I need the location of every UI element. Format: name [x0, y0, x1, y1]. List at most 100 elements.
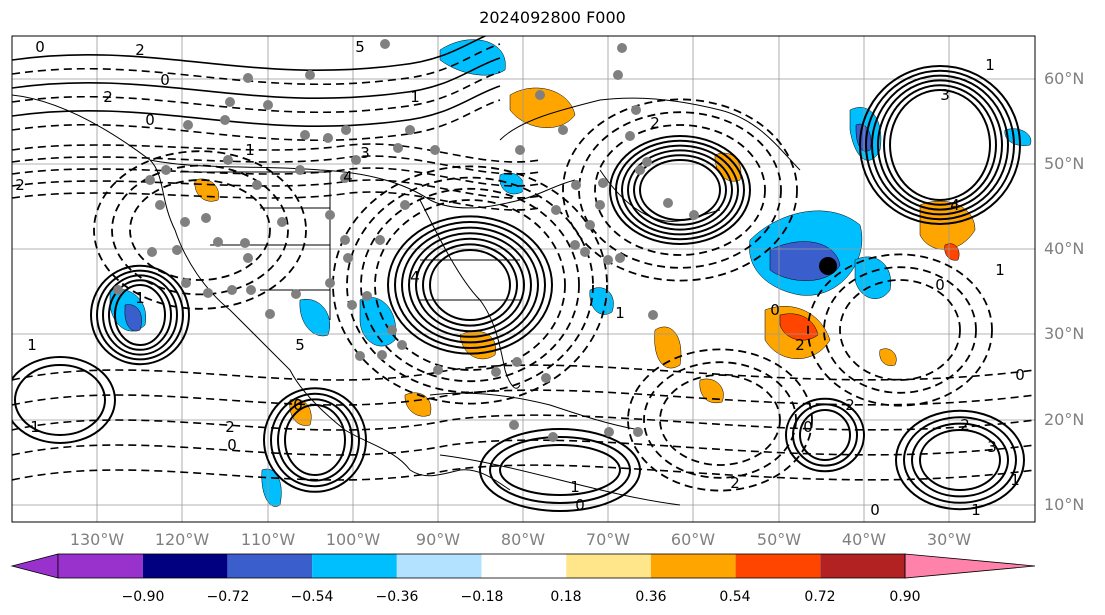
station-dot	[263, 100, 273, 110]
colorbar-segment	[481, 554, 567, 578]
station-dot	[277, 217, 287, 227]
contour-line	[12, 36, 488, 72]
contour-ring	[627, 348, 813, 492]
station-dot	[642, 157, 652, 167]
lon-label: 70°W	[586, 530, 630, 549]
station-dot	[585, 220, 595, 230]
contour-line	[12, 179, 541, 199]
lat-label: 50°N	[1044, 154, 1084, 173]
contour-label: 2	[650, 114, 660, 132]
contour-line	[12, 71, 501, 114]
station-dot	[603, 255, 613, 265]
contour-ring	[627, 149, 733, 231]
station-dot	[595, 200, 605, 210]
station-dot	[183, 120, 193, 130]
contour-ring	[360, 187, 580, 383]
contour-label: 1	[971, 501, 981, 519]
contour-line	[12, 57, 501, 100]
station-dot	[355, 351, 365, 361]
station-dot	[625, 131, 635, 141]
station-dot	[227, 285, 237, 295]
contour-label: 2	[225, 418, 235, 436]
station-dot	[551, 205, 561, 215]
contour-ring	[429, 249, 511, 321]
station-dot	[558, 125, 568, 135]
station-dot	[615, 253, 625, 263]
station-dot	[375, 235, 385, 245]
contour-ring	[14, 364, 106, 436]
station-dot	[689, 210, 699, 220]
station-dot	[246, 285, 256, 295]
contour-ring	[633, 154, 727, 226]
contour-ring	[277, 398, 353, 482]
contour-ring	[799, 409, 851, 461]
contour-label: 1	[570, 478, 580, 496]
contour-label: 0	[803, 418, 813, 436]
plot-title: 2024092800 F000	[479, 8, 626, 27]
contour-label: 2	[103, 88, 113, 106]
station-dot	[580, 247, 590, 257]
station-dot	[325, 210, 335, 220]
station-dot	[617, 43, 627, 53]
station-dot	[305, 70, 315, 80]
event-marker	[819, 257, 837, 275]
station-dot	[351, 155, 361, 165]
lon-label: 130°W	[70, 530, 125, 549]
station-dot	[515, 145, 525, 155]
contour-ring	[90, 264, 190, 366]
contour-ring	[111, 164, 289, 296]
contour-line	[12, 167, 541, 187]
colorbar-segment	[566, 554, 651, 578]
station-dot	[598, 178, 608, 188]
shaded-area	[654, 326, 682, 369]
contour-ring	[895, 409, 1025, 511]
contour-label: 1	[1010, 471, 1020, 489]
shaded-area	[509, 87, 576, 128]
lon-label: 90°W	[416, 530, 460, 549]
colorbar-segment	[396, 554, 482, 578]
contour-ring	[889, 89, 991, 201]
station-dot	[387, 325, 397, 335]
lat-label: 20°N	[1044, 410, 1084, 429]
contour-label: 3	[940, 86, 950, 104]
station-dot	[252, 180, 262, 190]
contour-ring	[489, 436, 631, 504]
station-dot	[340, 173, 350, 183]
lon-label: 40°W	[842, 530, 886, 549]
contour-ring	[108, 279, 172, 351]
colorbar-tick-label: 0.54	[719, 589, 750, 605]
station-dot	[362, 291, 372, 301]
station-dot	[633, 427, 643, 437]
contour-line	[12, 439, 1035, 456]
station-markers	[113, 39, 699, 442]
station-dot	[604, 427, 614, 437]
colorbar-tick-label: 0.36	[635, 589, 666, 605]
contour-label: 5	[355, 38, 365, 56]
station-dot	[225, 97, 235, 107]
lon-label: 110°W	[241, 530, 296, 549]
contour-label: 0	[575, 496, 585, 514]
latitude-labels: 60°N 50°N 40°N 30°N 20°N 10°N	[1044, 69, 1084, 514]
contour-label: 0	[145, 111, 155, 129]
station-dot	[380, 39, 390, 49]
lon-label: 100°W	[326, 530, 381, 549]
station-dot	[377, 350, 387, 360]
station-dot	[265, 309, 275, 319]
station-dot	[145, 175, 155, 185]
station-dot	[541, 373, 551, 383]
station-dot	[220, 115, 230, 125]
station-dot	[570, 240, 580, 250]
contour-line	[12, 43, 501, 86]
contour-ring	[96, 269, 184, 361]
contour-line	[12, 389, 1035, 406]
contour-label: 1	[985, 56, 995, 74]
contour-ring	[12, 356, 116, 444]
contour-line	[12, 85, 501, 128]
station-dot	[291, 289, 301, 299]
contour-label: 0	[770, 301, 780, 319]
station-dot	[172, 245, 182, 255]
shaded-area	[404, 392, 432, 417]
